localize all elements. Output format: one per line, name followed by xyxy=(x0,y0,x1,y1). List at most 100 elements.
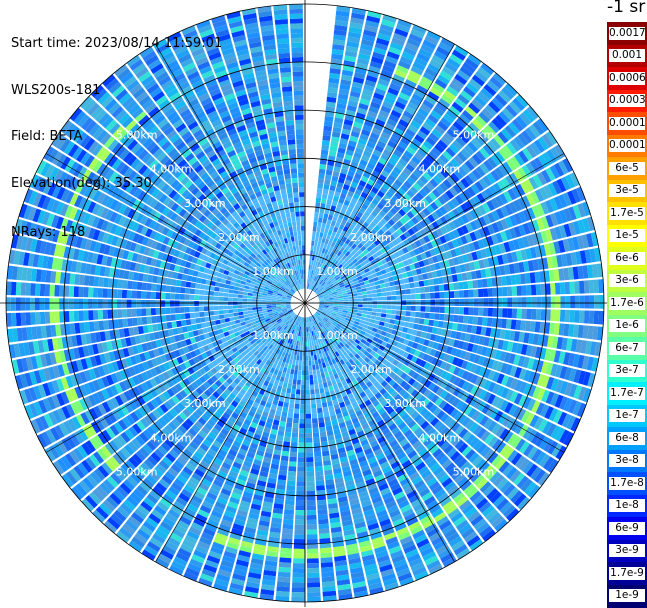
beta-cell xyxy=(448,221,457,231)
beta-cell xyxy=(191,472,203,482)
beta-cell xyxy=(38,369,47,383)
beta-cell xyxy=(334,117,344,124)
beta-cell xyxy=(405,333,412,340)
beta-cell xyxy=(329,337,334,343)
beta-cell xyxy=(380,287,387,293)
beta-cell xyxy=(44,447,56,462)
beta-cell xyxy=(151,409,161,420)
beta-cell xyxy=(489,267,497,277)
beta-cell xyxy=(219,314,225,320)
beta-cell xyxy=(414,336,421,344)
beta-cell xyxy=(306,461,314,467)
beta-cell xyxy=(331,200,338,207)
beta-cell xyxy=(309,284,312,290)
beta-cell xyxy=(476,442,488,455)
beta-cell xyxy=(292,314,297,319)
beta-cell xyxy=(323,277,328,282)
beta-cell xyxy=(132,375,141,386)
beta-cell xyxy=(150,452,162,463)
beta-cell xyxy=(315,318,320,323)
beta-cell xyxy=(411,269,418,276)
beta-cell xyxy=(387,387,395,395)
beta-cell xyxy=(58,350,67,363)
beta-cell xyxy=(312,250,316,256)
beta-cell xyxy=(409,317,415,323)
beta-cell xyxy=(180,319,187,327)
beta-cell xyxy=(346,259,352,265)
beta-cell xyxy=(280,542,293,549)
beta-cell xyxy=(404,283,411,289)
beta-cell xyxy=(266,320,272,325)
beta-cell xyxy=(313,354,318,361)
beta-cell xyxy=(204,357,211,365)
beta-cell xyxy=(480,326,487,336)
beta-cell xyxy=(362,264,369,270)
beta-cell xyxy=(398,320,405,327)
beta-cell xyxy=(179,452,190,462)
beta-cell xyxy=(514,455,526,469)
beta-cell xyxy=(515,183,526,196)
beta-cell xyxy=(368,527,381,536)
beta-cell xyxy=(489,408,500,420)
beta-cell xyxy=(215,319,221,325)
beta-cell xyxy=(346,41,360,49)
beta-cell xyxy=(461,254,469,263)
beta-cell xyxy=(326,493,337,500)
beta-cell xyxy=(132,386,141,397)
beta-cell xyxy=(326,312,332,316)
beta-cell xyxy=(332,541,345,548)
beta-cell xyxy=(394,319,400,326)
beta-cell xyxy=(315,231,320,237)
beta-cell xyxy=(475,115,487,127)
beta-cell xyxy=(181,421,191,431)
beta-cell xyxy=(449,299,455,306)
beta-cell xyxy=(249,562,263,570)
beta-cell xyxy=(295,394,301,400)
beta-cell xyxy=(336,256,342,262)
beta-cell xyxy=(80,334,88,345)
beta-cell xyxy=(339,265,345,271)
beta-cell xyxy=(218,361,226,369)
beta-cell xyxy=(511,308,518,319)
beta-cell xyxy=(261,338,267,344)
beta-cell xyxy=(513,472,526,486)
beta-cell xyxy=(268,393,275,400)
beta-cell xyxy=(356,229,363,236)
beta-cell xyxy=(334,555,347,562)
beta-cell xyxy=(400,425,410,434)
beta-cell xyxy=(561,413,572,428)
beta-cell xyxy=(385,500,397,509)
beta-cell xyxy=(399,171,409,180)
beta-cell xyxy=(210,444,220,453)
beta-cell xyxy=(491,318,498,328)
beta-cell xyxy=(477,401,487,412)
beta-cell xyxy=(353,442,362,450)
beta-cell xyxy=(418,80,431,91)
beta-cell xyxy=(287,470,297,477)
beta-cell xyxy=(254,397,262,405)
beta-cell xyxy=(501,107,515,121)
beta-cell xyxy=(289,333,293,339)
beta-cell xyxy=(324,286,330,291)
beta-cell xyxy=(575,251,582,265)
beta-cell xyxy=(374,474,385,483)
beta-cell xyxy=(132,423,142,435)
beta-cell xyxy=(399,233,407,241)
beta-cell xyxy=(52,365,61,379)
beta-cell xyxy=(312,280,315,286)
beta-cell xyxy=(339,284,345,288)
beta-cell xyxy=(298,321,301,327)
beta-cell xyxy=(344,264,351,270)
beta-cell xyxy=(199,359,207,367)
beta-cell xyxy=(447,466,459,477)
beta-cell xyxy=(395,418,404,427)
beta-cell xyxy=(196,486,208,496)
beta-cell xyxy=(410,120,421,130)
beta-cell xyxy=(319,321,324,327)
beta-cell xyxy=(420,76,434,87)
beta-cell xyxy=(315,364,320,370)
beta-cell xyxy=(379,563,393,573)
beta-cell xyxy=(239,427,248,435)
beta-cell xyxy=(338,234,344,241)
beta-cell xyxy=(353,280,360,285)
